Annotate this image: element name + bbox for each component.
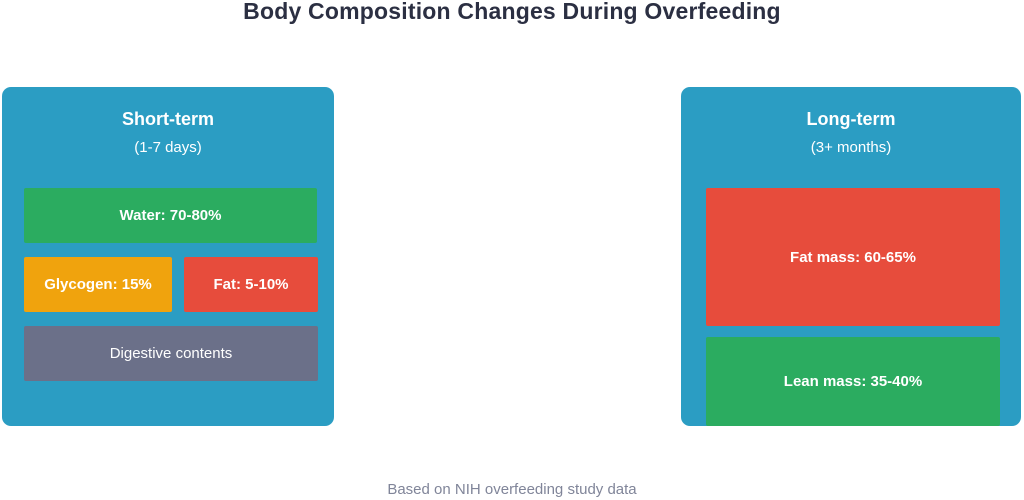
page-title: Body Composition Changes During Overfeed… xyxy=(243,0,781,24)
short-term-subheading: (1-7 days) xyxy=(134,139,202,156)
panel-short-term: Short-term (1-7 days) Water: 70-80% Glyc… xyxy=(2,87,334,426)
long-term-subheading: (3+ months) xyxy=(810,139,892,156)
box-fat-mass: Fat mass: 60-65% xyxy=(706,188,1000,326)
long-term-heading: Long-term xyxy=(806,109,896,129)
panel-long-term: Long-term (3+ months) Fat mass: 60-65% L… xyxy=(681,87,1021,426)
box-fat: Fat: 5-10% xyxy=(184,257,318,312)
box-glycogen: Glycogen: 15% xyxy=(24,257,172,312)
short-term-heading: Short-term xyxy=(121,109,214,129)
box-digestive-contents: Digestive contents xyxy=(24,326,318,381)
box-lean-mass: Lean mass: 35-40% xyxy=(706,337,1000,426)
box-water: Water: 70-80% xyxy=(24,188,317,243)
footer-source-note: Based on NIH overfeeding study data xyxy=(387,481,637,498)
